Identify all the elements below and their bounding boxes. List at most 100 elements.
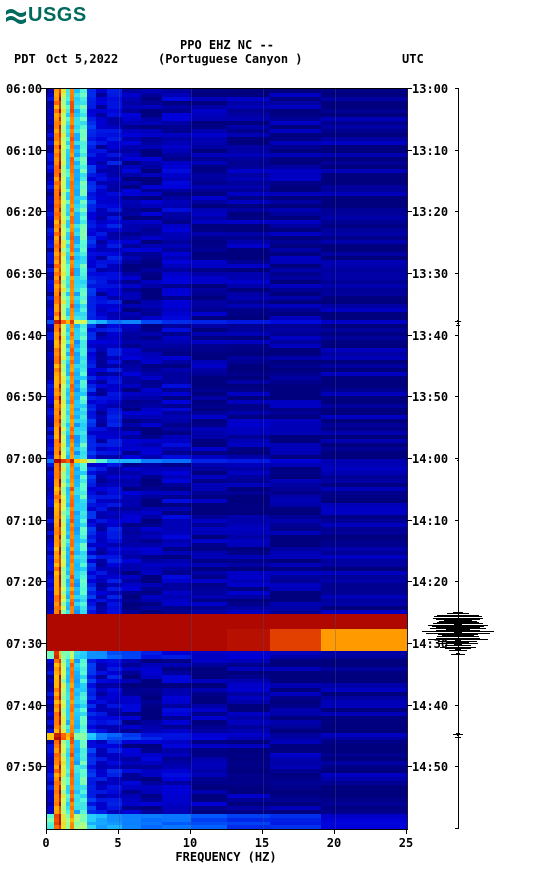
x-axis-label: FREQUENCY (HZ) (0, 850, 452, 864)
spectro-row (47, 825, 407, 829)
y-right-tick (407, 335, 412, 336)
y-left-tick-label: 07:10 (6, 514, 42, 528)
grid-line (335, 89, 336, 829)
grid-line (263, 89, 264, 829)
usgs-wave-icon (6, 7, 26, 25)
x-tick (118, 829, 119, 834)
y-right-tick (407, 520, 412, 521)
waveform-spike (455, 737, 461, 738)
y-right-tick (407, 705, 412, 706)
x-tick (406, 829, 407, 834)
x-tick (46, 829, 47, 834)
y-left-tick-label: 07:50 (6, 760, 42, 774)
y-right-tick (407, 273, 412, 274)
spectrogram-heatmap (47, 89, 407, 829)
waveform-tick (455, 766, 459, 767)
y-left-tick (41, 88, 46, 89)
y-right-tick-label: 13:40 (412, 329, 448, 343)
y-right-tick (407, 643, 412, 644)
waveform-panel (458, 88, 546, 828)
y-right-tick-label: 13:30 (412, 267, 448, 281)
waveform-spike (457, 460, 459, 461)
y-left-tick (41, 766, 46, 767)
spectrogram-plot (46, 88, 408, 830)
waveform-tick (455, 828, 459, 829)
y-right-tick-label: 14:40 (412, 699, 448, 713)
waveform-tick (455, 150, 459, 151)
station-location: (Portuguese Canyon ) (158, 52, 303, 66)
y-left-tick (41, 705, 46, 706)
y-left-tick-label: 07:00 (6, 452, 42, 466)
y-left-tick (41, 211, 46, 212)
root: USGS PPO EHZ NC -- PDT Oct 5,2022 (Portu… (0, 0, 552, 892)
tz-right-label: UTC (402, 52, 424, 66)
y-right-tick (407, 458, 412, 459)
x-tick-label: 15 (255, 836, 269, 850)
spectro-cell (162, 825, 191, 829)
y-right-tick-label: 14:50 (412, 760, 448, 774)
waveform-tick (455, 88, 459, 89)
x-tick-label: 20 (327, 836, 341, 850)
spectro-cell (191, 825, 228, 829)
waveform-tick (455, 273, 459, 274)
x-tick-label: 0 (42, 836, 49, 850)
grid-line (191, 89, 192, 829)
y-left-tick (41, 396, 46, 397)
y-right-tick (407, 211, 412, 212)
y-right-tick-label: 13:50 (412, 390, 448, 404)
y-right-tick-label: 14:20 (412, 575, 448, 589)
y-left-tick-label: 06:30 (6, 267, 42, 281)
y-left-tick-label: 06:20 (6, 205, 42, 219)
grid-line (407, 89, 408, 829)
spectro-cell (107, 825, 122, 829)
y-right-tick (407, 88, 412, 89)
y-right-tick (407, 581, 412, 582)
y-right-tick (407, 396, 412, 397)
y-right-tick-label: 13:10 (412, 144, 448, 158)
waveform-tick (455, 581, 459, 582)
y-right-tick (407, 766, 412, 767)
y-left-tick-label: 06:10 (6, 144, 42, 158)
y-right-tick-label: 14:10 (412, 514, 448, 528)
waveform-tick (455, 520, 459, 521)
x-tick-label: 25 (399, 836, 413, 850)
waveform-tick (455, 335, 459, 336)
y-left-tick-label: 07:20 (6, 575, 42, 589)
y-left-tick-label: 07:40 (6, 699, 42, 713)
y-left-tick (41, 520, 46, 521)
usgs-logo: USGS (6, 4, 87, 27)
tz-left-label: PDT (14, 52, 36, 66)
y-right-tick-label: 13:20 (412, 205, 448, 219)
y-left-tick (41, 643, 46, 644)
grid-line (119, 89, 120, 829)
y-left-tick-label: 06:50 (6, 390, 42, 404)
y-left-tick (41, 150, 46, 151)
waveform-spike (451, 654, 465, 655)
date-label: Oct 5,2022 (46, 52, 118, 66)
waveform-tick (455, 211, 459, 212)
y-left-tick-label: 06:40 (6, 329, 42, 343)
usgs-logo-text: USGS (28, 4, 87, 27)
y-left-tick (41, 273, 46, 274)
waveform-spike (456, 325, 459, 326)
x-tick-label: 10 (183, 836, 197, 850)
station-code: PPO EHZ NC -- (180, 38, 274, 52)
x-tick-label: 5 (114, 836, 121, 850)
x-tick (190, 829, 191, 834)
y-right-tick-label: 13:00 (412, 82, 448, 96)
spectro-cell (96, 825, 108, 829)
x-tick (334, 829, 335, 834)
spectro-cell (141, 825, 163, 829)
y-right-tick-label: 14:00 (412, 452, 448, 466)
spectro-cell (270, 825, 321, 829)
y-right-tick (407, 150, 412, 151)
y-left-tick-label: 07:30 (6, 637, 42, 651)
spectro-cell (122, 825, 141, 829)
waveform-tick (455, 396, 459, 397)
waveform-spike (455, 321, 460, 322)
y-left-tick (41, 335, 46, 336)
y-left-tick (41, 458, 46, 459)
spectro-cell (227, 825, 271, 829)
waveform-spike (449, 650, 468, 651)
waveform-tick (455, 705, 459, 706)
